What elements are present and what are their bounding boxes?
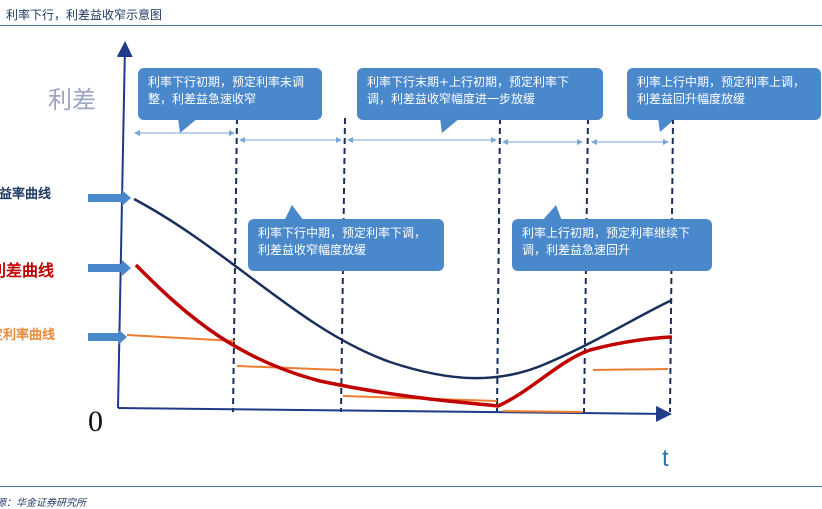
span-arrows [134, 130, 669, 145]
rate-step-2 [236, 365, 342, 371]
callout-early-rise: 利率上行初期，预定利率继续下调，利差益急速回升 [512, 219, 712, 271]
callout-pointer-2 [440, 118, 460, 133]
phase-divider-5 [669, 117, 674, 413]
x-axis [117, 405, 672, 422]
side-label-predetermined-rate: 定利率曲线 [0, 328, 56, 343]
side-label-spread-curve: 利差曲线 [0, 261, 55, 280]
x-axis-label: t [662, 445, 669, 472]
side-label-yield-curve: 收益率曲线 [0, 187, 52, 202]
source-note: 源：华金证券研究所 [0, 498, 86, 509]
phase-divider-4 [583, 117, 589, 413]
y-axis-label: 利差 [48, 86, 96, 114]
rate-step-1 [126, 334, 236, 342]
callout-decline-end-rise-start: 利率下行末期+上行初期，预定利率下调，利差益收窄幅度进一步放缓 [357, 68, 603, 120]
side-arrow-yield [88, 190, 131, 206]
side-arrow-rate [88, 329, 127, 345]
spread-curve [134, 263, 673, 408]
top-rule [0, 25, 822, 26]
rate-step-4 [502, 410, 583, 413]
y-axis [116, 41, 133, 409]
callout-early-decline: 利率下行初期，预定利率未调整，利差益急速收窄 [138, 68, 322, 120]
phase-dividers [232, 117, 674, 413]
callout-mid-rise: 利率上行中期，预定利率上调，利差益回升幅度放缓 [627, 68, 821, 120]
callout-pointer-4 [284, 205, 304, 221]
bottom-rule [0, 486, 822, 487]
origin-label: 0 [88, 405, 103, 438]
predetermined-rate-curve [126, 334, 669, 413]
callout-pointer-3 [658, 118, 676, 132]
phase-divider-1 [232, 117, 238, 413]
phase-divider-2 [340, 117, 346, 413]
side-arrow-spread [88, 260, 131, 276]
callout-pointer-1 [178, 118, 198, 133]
callout-pointer-5 [542, 205, 562, 221]
phase-divider-3 [496, 117, 501, 413]
rate-step-5 [592, 368, 669, 371]
yield-curve [133, 197, 673, 380]
figure-title: 利率下行，利差益收窄示意图 [6, 8, 163, 22]
callout-mid-decline: 利率下行中期，预定利率下调，利差益收窄幅度放缓 [248, 219, 444, 271]
